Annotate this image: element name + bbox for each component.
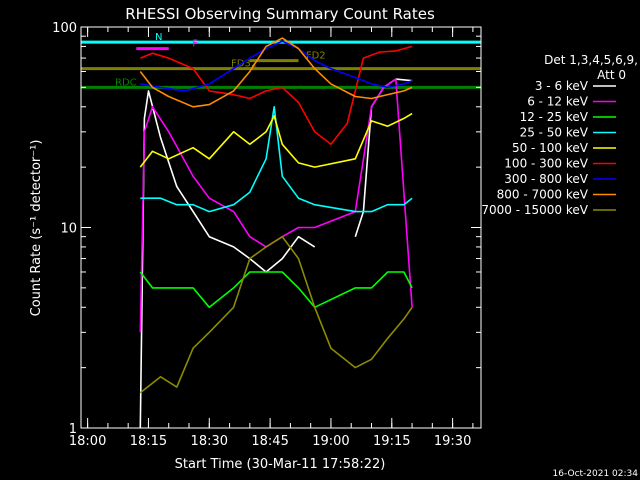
legend-entry-label: 7000 - 15000 keV: [481, 203, 588, 217]
legend-entry-label: 25 - 50 keV: [520, 126, 589, 140]
series-line-0-0: [139, 90, 316, 429]
flag-label-f: F: [192, 39, 198, 50]
x-tick-label: 19:15: [373, 434, 410, 449]
legend-header-line-2: Att 0: [597, 68, 626, 82]
flag-label-fd32: FD32: [231, 59, 257, 70]
x-tick-label: 19:30: [434, 434, 471, 449]
legend-entry-label: 12 - 25 keV: [520, 110, 589, 124]
x-tick-label: 18:45: [251, 434, 288, 449]
x-axis-label: Start Time (30-Mar-11 17:58:22): [175, 457, 386, 472]
series-line-3: [140, 106, 413, 213]
series-line-6: [140, 40, 413, 92]
series-line-5: [140, 45, 413, 146]
legend-entry-label: 100 - 300 keV: [504, 157, 588, 171]
x-tick-label: 18:30: [191, 434, 228, 449]
legend-entry-label: 300 - 800 keV: [504, 172, 588, 186]
legend-header-line-1: Det 1,3,4,5,6,9,: [544, 53, 638, 67]
series-line-7: [139, 37, 413, 108]
x-tick-label: 19:00: [312, 434, 349, 449]
legend-entry-label: 3 - 6 keV: [535, 79, 589, 93]
y-tick-label: 1: [69, 422, 77, 437]
plot-area: RDC FD32 FD2 N F 1 10 100 18:00 18:15 18:30 18:45 19…: [52, 21, 482, 449]
legend-entry-label: 50 - 100 keV: [512, 141, 589, 155]
series-line-4: [139, 112, 413, 168]
flag-label-n: N: [155, 32, 162, 43]
render-timestamp: 16-Oct-2021 02:34: [553, 469, 639, 479]
series-line-2: [139, 271, 413, 309]
series-line-8: [139, 235, 413, 394]
y-tick-label: 10: [60, 222, 77, 237]
y-tick-label: 100: [52, 21, 77, 36]
flag-label-rdc: RDC: [115, 77, 137, 88]
x-tick-label: 18:15: [130, 434, 167, 449]
chart-title: RHESSI Observing Summary Count Rates: [125, 5, 435, 23]
y-axis-label: Count Rate (s⁻¹ detector⁻¹): [29, 140, 44, 317]
x-tick-label: 18:00: [69, 434, 106, 449]
legend-entry-label: 6 - 12 keV: [527, 95, 589, 109]
flag-label-fd2: FD2: [306, 51, 326, 62]
legend-entry-label: 800 - 7000 keV: [497, 188, 589, 202]
